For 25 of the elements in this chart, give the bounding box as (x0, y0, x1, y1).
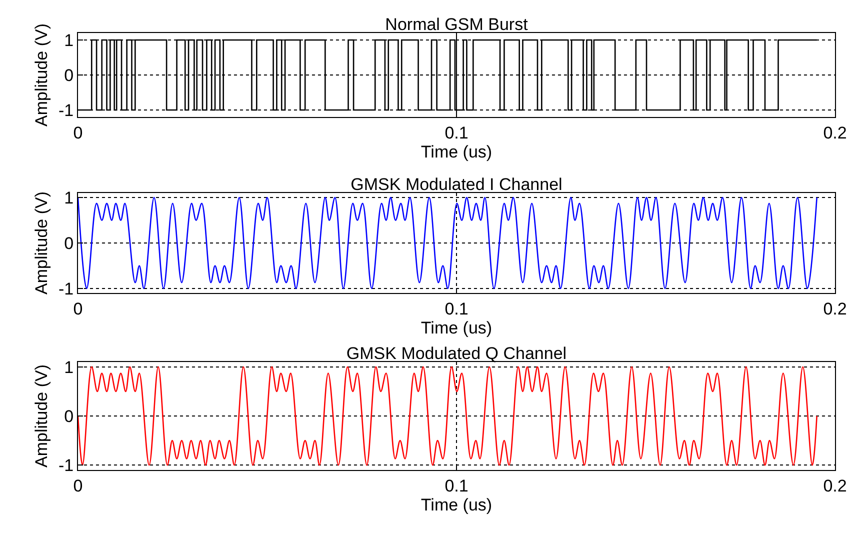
chart-title: GMSK Modulated I Channel (350, 175, 562, 194)
x-tick-label: 0.2 (823, 123, 847, 142)
y-axis-title: Amplitude (V) (32, 192, 52, 294)
x-tick-label: 0.1 (444, 476, 468, 496)
x-tick-label: 0.2 (823, 299, 847, 318)
y-tick-label: 1 (64, 188, 74, 208)
line-series (78, 196, 818, 290)
y-tick-label: 1 (64, 358, 74, 377)
y-tick-label: -1 (58, 100, 74, 120)
y-tick-label: 0 (64, 66, 74, 85)
y-axis-title: Amplitude (V) (32, 24, 52, 126)
x-axis-title: Time (us) (420, 318, 492, 338)
y-tick-label: 0 (64, 234, 74, 253)
x-tick-label: 0.2 (823, 476, 847, 496)
y-tick-label: -1 (58, 456, 74, 476)
x-tick-label: 0.1 (444, 123, 468, 142)
y-tick-label: 0 (64, 406, 74, 426)
chart-title: Normal GSM Burst (385, 15, 528, 34)
x-axis-title: Time (us) (420, 142, 492, 162)
y-tick-label: -1 (58, 279, 74, 298)
y-tick-label: 1 (64, 30, 74, 50)
y-axis-title: Amplitude (V) (32, 364, 52, 468)
line-series (78, 366, 818, 466)
x-axis-title: Time (us) (420, 495, 492, 514)
x-tick-label: 0.1 (444, 299, 468, 318)
